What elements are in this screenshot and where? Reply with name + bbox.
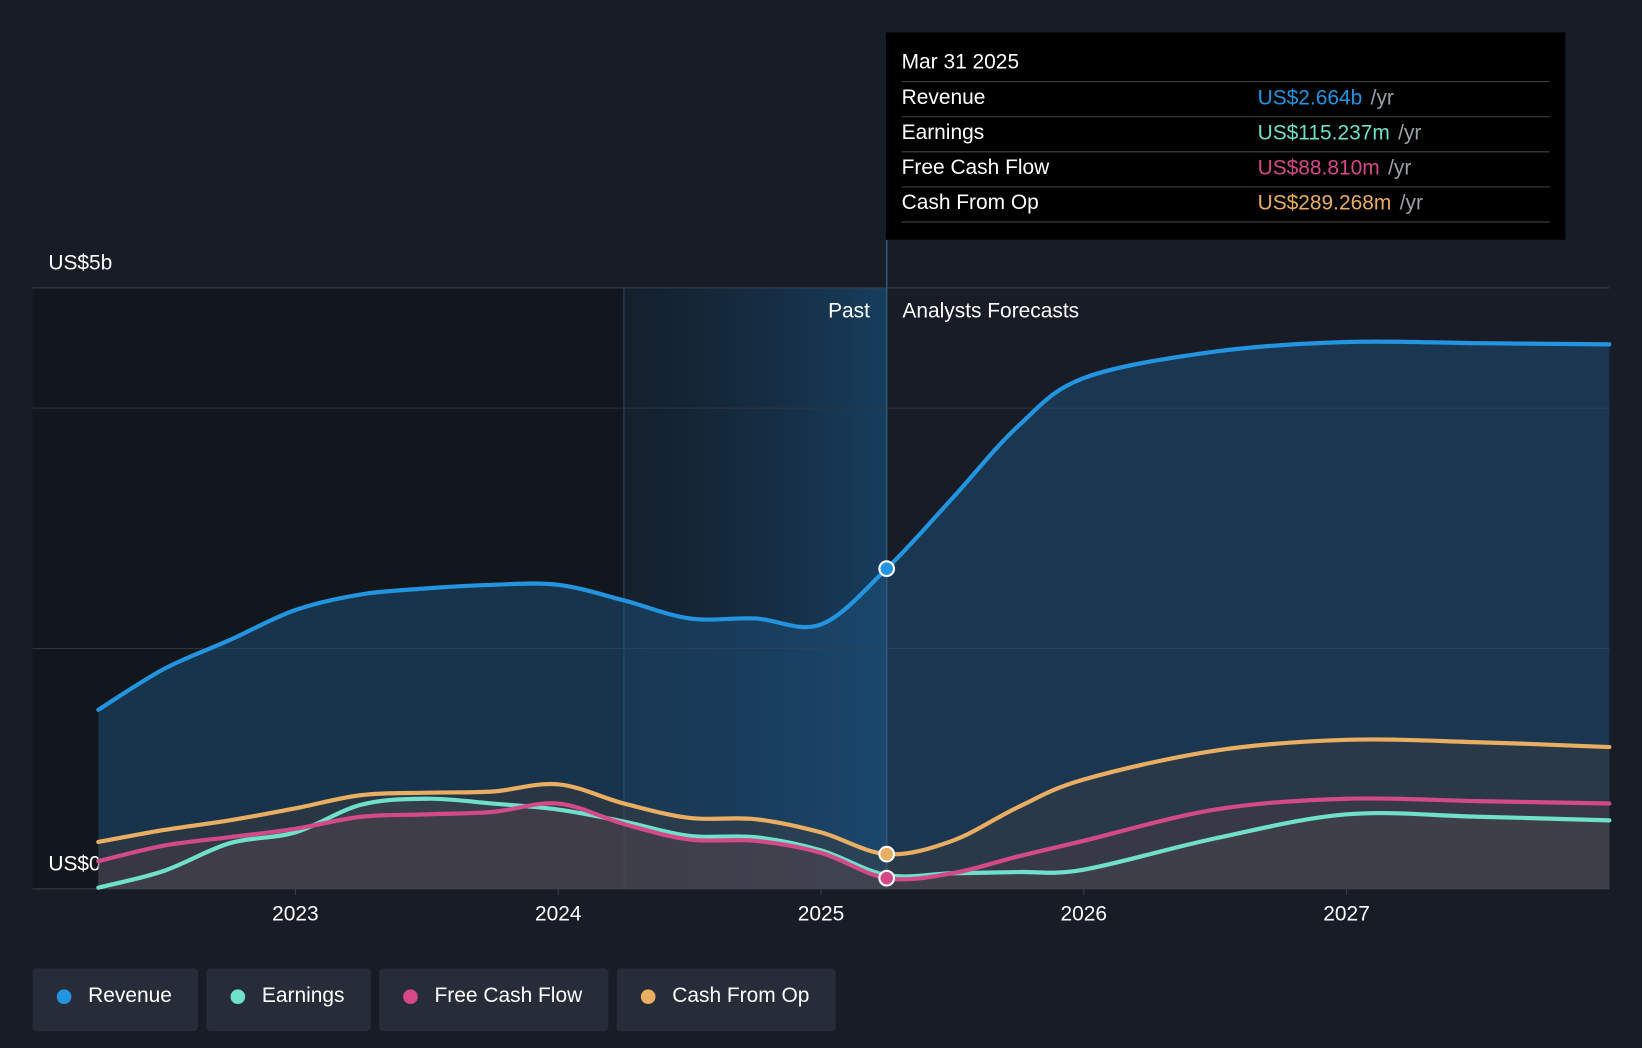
series-area [98, 341, 1610, 889]
legend-label: Free Cash Flow [435, 984, 584, 1007]
x-tick-label: 2023 [272, 903, 319, 926]
forecast-label: Analysts Forecasts [902, 300, 1079, 323]
tooltip-unit: /yr [1371, 86, 1394, 109]
legend-label: Revenue [88, 984, 172, 1007]
tooltip-value: US$115.237m/yr [1258, 121, 1422, 144]
series-line [96, 737, 1612, 857]
x-tick-label: 2027 [1323, 903, 1370, 926]
highlight-point [878, 869, 896, 887]
legend-button [616, 968, 836, 1032]
legend-item[interactable]: Earnings [206, 968, 371, 1032]
past-label: Past [828, 300, 870, 323]
tooltip-unit: /yr [1388, 156, 1411, 179]
tooltip-value-text: US$115.237m [1258, 121, 1390, 144]
legend-label: Cash From Op [672, 984, 809, 1007]
tooltip-value-text: US$2.664b [1258, 86, 1363, 109]
y-tick-label: US$0 [48, 852, 100, 875]
y-tick-label: US$5b [48, 251, 112, 274]
tooltip-value-text: US$289.268m [1258, 191, 1392, 214]
legend-item[interactable]: Free Cash Flow [379, 968, 609, 1032]
legend-item[interactable]: Revenue [32, 968, 199, 1032]
tooltip-label: Revenue [902, 86, 986, 109]
tooltip-unit: /yr [1400, 191, 1423, 214]
tooltip-value: US$289.268m/yr [1258, 191, 1423, 214]
highlight-point [878, 845, 896, 863]
tooltip-label: Earnings [902, 121, 985, 144]
tooltip-value-text: US$88.810m [1258, 156, 1380, 179]
series-area [98, 798, 1610, 889]
x-tick-label: 2025 [798, 903, 845, 926]
legend-item[interactable]: Cash From Op [616, 968, 836, 1032]
series-area [98, 739, 1610, 889]
legend-button [379, 968, 609, 1032]
tooltip-label: Cash From Op [902, 191, 1039, 214]
highlight-point [878, 560, 896, 578]
legend-dot [56, 989, 72, 1005]
legend-dot [403, 989, 418, 1005]
legend-dot [640, 989, 656, 1005]
legend-dot [230, 989, 246, 1005]
tooltip-box [885, 32, 1566, 240]
tooltip-title: Mar 31 2025 [902, 50, 1019, 73]
x-tick-label: 2026 [1061, 903, 1108, 926]
tooltip-value: US$2.664b/yr [1258, 86, 1394, 109]
legend-label: Earnings [262, 984, 345, 1007]
tooltip-unit: /yr [1398, 121, 1421, 144]
series-area [98, 798, 1610, 889]
x-tick-label: 2024 [535, 903, 582, 926]
series-line [96, 796, 1612, 882]
legend-button [206, 968, 371, 1032]
legend-button [32, 968, 199, 1032]
tooltip-label: Free Cash Flow [902, 156, 1051, 179]
series-line [96, 339, 1612, 712]
tooltip-value: US$88.810m/yr [1258, 156, 1412, 179]
